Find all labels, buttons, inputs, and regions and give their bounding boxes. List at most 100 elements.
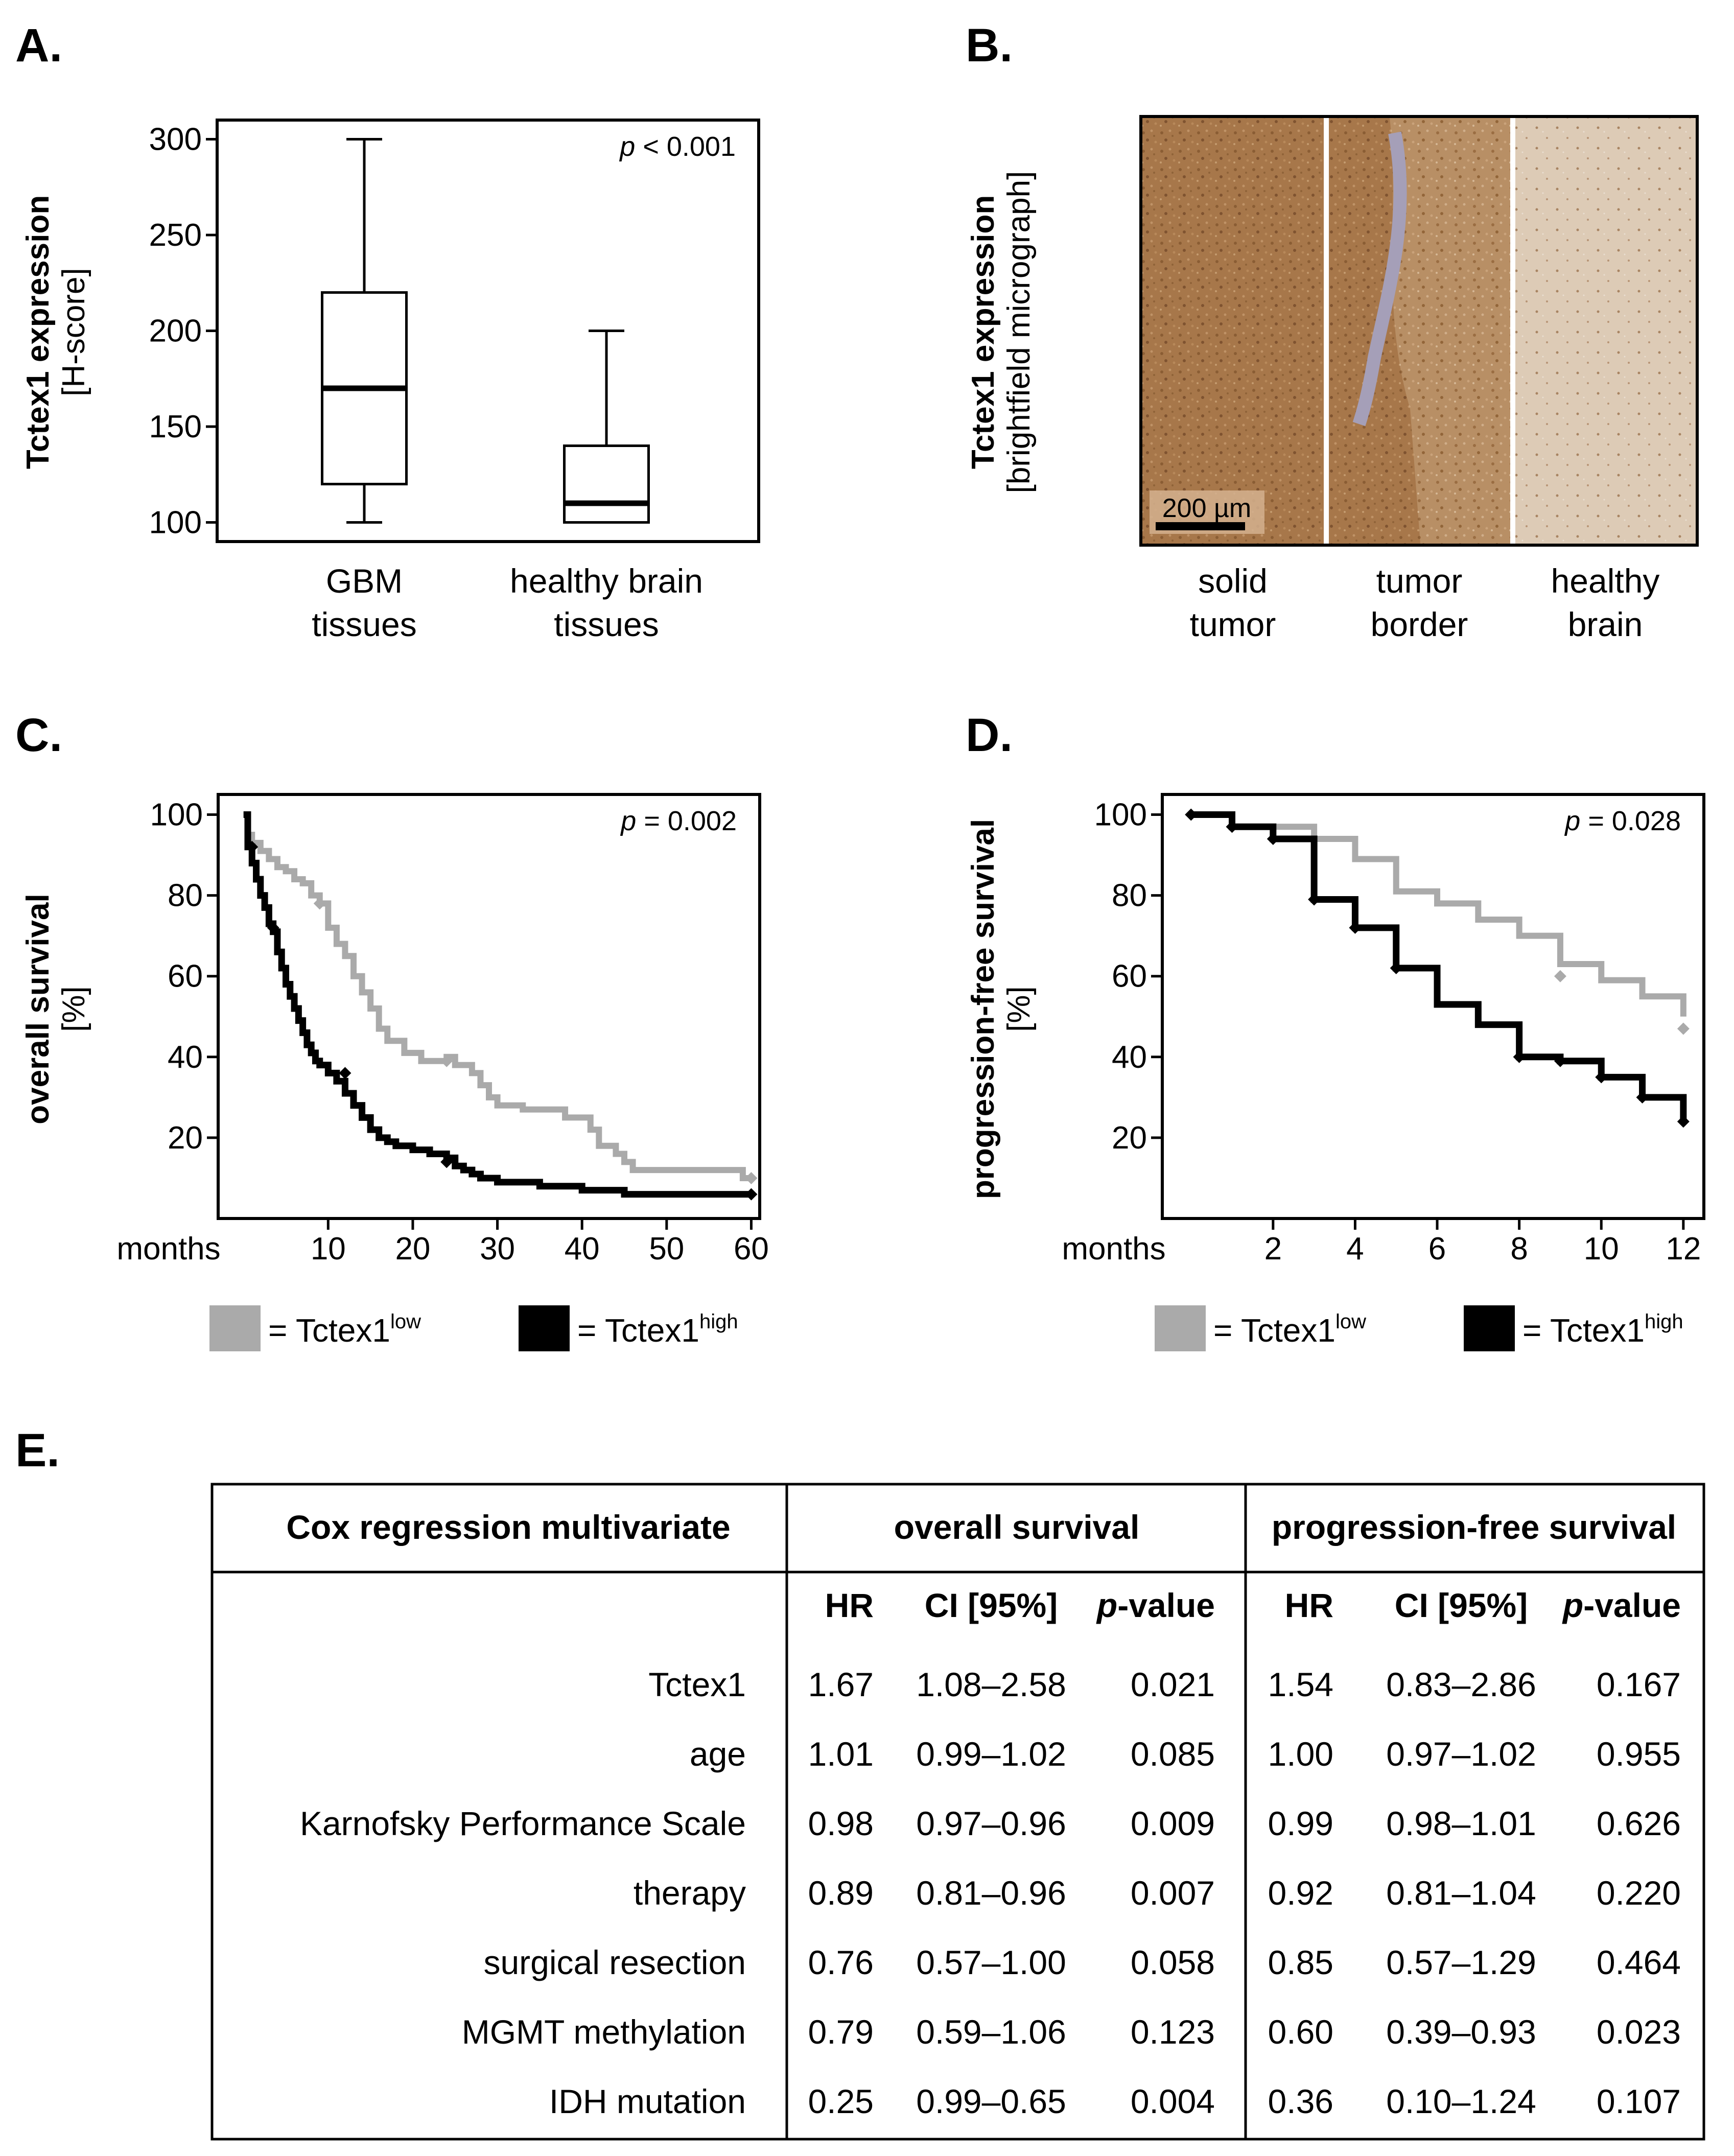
table-subheader-cell: p-value xyxy=(1562,1586,1681,1624)
censor-marker-high xyxy=(1513,1050,1526,1063)
legend-sup-high: high xyxy=(699,1310,738,1333)
legend-text-high: = Tctex1 xyxy=(577,1312,699,1349)
table-cell: 0.058 xyxy=(1131,1943,1215,1981)
region-label-border: border xyxy=(1371,605,1468,643)
legend-label-low: = Tctex1low xyxy=(1213,1310,1366,1349)
series-line-high xyxy=(1191,811,1687,1122)
survival-curves xyxy=(1185,808,1690,1128)
table-cell: 0.007 xyxy=(1131,1874,1215,1912)
x-axis-label: months xyxy=(1062,1231,1165,1267)
legend-label-high: = Tctex1high xyxy=(577,1310,738,1349)
legend-text-low: = Tctex1 xyxy=(1213,1312,1335,1349)
table-cell: 1.54 xyxy=(1268,1666,1333,1703)
table-cell: 1.00 xyxy=(1268,1735,1333,1773)
censor-marker-high xyxy=(1636,1091,1649,1104)
table-border xyxy=(210,1483,1705,2141)
y-tick-label: 40 xyxy=(1112,1040,1147,1075)
table-row-label: surgical resection xyxy=(483,1943,746,1981)
category-label-gbm-line2: tissues xyxy=(312,605,416,643)
table-cell: 0.60 xyxy=(1268,2013,1333,2051)
x-tick-label: 8 xyxy=(1510,1231,1528,1267)
series-line-low xyxy=(243,811,752,1181)
table-cell: 0.107 xyxy=(1597,2082,1681,2120)
series-line-high xyxy=(243,811,752,1198)
x-tick-label: 10 xyxy=(1584,1231,1619,1267)
table-body: HR CI [95%] p-value HR CI [95%] p-valueTctex1… xyxy=(300,1586,1681,2120)
y-axis-unit-label: [H-score] xyxy=(56,268,91,396)
survival-curves xyxy=(243,811,758,1201)
p-symbol: p xyxy=(620,806,636,836)
x-tick-label: 40 xyxy=(565,1231,600,1267)
table-row-label: therapy xyxy=(634,1874,746,1912)
table-cell: 1.01 xyxy=(808,1735,874,1773)
table-cell: 0.99 xyxy=(1268,1805,1333,1842)
table-subheader-cell: p-value xyxy=(1096,1586,1215,1624)
x-axis-label: months xyxy=(116,1231,220,1267)
y-axis-label: progression-free survival xyxy=(966,819,1001,1199)
table-subheader-cell: CI [95%] xyxy=(925,1586,1058,1624)
legend-label-low: = Tctex1low xyxy=(268,1310,421,1349)
legend-sup-low: low xyxy=(1335,1310,1366,1333)
p-value-annotation: p = 0.002 xyxy=(620,806,737,836)
table-cell: 0.57–1.00 xyxy=(916,1943,1066,1981)
y-tick-label: 60 xyxy=(1112,959,1147,994)
panel-letter-b: B. xyxy=(966,19,1013,72)
scale-bar xyxy=(1156,522,1245,530)
table-cell: 0.39–0.93 xyxy=(1386,2013,1536,2051)
table-cell: 0.10–1.24 xyxy=(1386,2082,1536,2120)
legend-text-high: = Tctex1 xyxy=(1522,1312,1645,1349)
panel-letter-d: D. xyxy=(966,709,1013,761)
x-tick-label: 2 xyxy=(1264,1231,1282,1267)
censor-marker-high xyxy=(1554,1054,1566,1067)
p-value-text: = 0.028 xyxy=(1580,806,1681,836)
x-tick-label: 20 xyxy=(395,1231,430,1267)
table-cell: 1.67 xyxy=(808,1666,874,1703)
table-row-label: Tctex1 xyxy=(648,1666,746,1703)
plot-frame xyxy=(217,793,761,1220)
table-cell: 0.81–1.04 xyxy=(1386,1874,1536,1912)
p-symbol: p xyxy=(619,131,635,162)
table-subheader-cell: HR xyxy=(825,1586,874,1624)
y-tick-label: 100 xyxy=(150,798,203,833)
legend-text-low: = Tctex1 xyxy=(268,1312,390,1349)
y-tick-label: 150 xyxy=(149,409,202,444)
legend-sup-high: high xyxy=(1645,1310,1683,1333)
p-value-annotation: p < 0.001 xyxy=(619,131,736,162)
region-label-healthy: healthy xyxy=(1551,562,1660,600)
x-tick-label: 12 xyxy=(1666,1231,1701,1267)
blood-vessel xyxy=(1352,131,1407,427)
scale-bar-label: 200 µm xyxy=(1162,494,1251,523)
table-header-progression-free-survival: progression-free survival xyxy=(1272,1508,1676,1546)
x-tick-label: 30 xyxy=(480,1231,515,1267)
micrograph-healthy-brain xyxy=(1515,118,1696,544)
table-cell: 0.464 xyxy=(1597,1943,1681,1981)
panel-letter-a: A. xyxy=(15,19,62,72)
y-tick-label: 80 xyxy=(1112,878,1147,913)
micrograph-y-label: Tctex1 expression xyxy=(966,195,1001,469)
censor-marker-low xyxy=(313,897,326,910)
panel-letter-c: C. xyxy=(15,709,62,761)
table-cell: 0.99–0.65 xyxy=(916,2082,1066,2120)
x-tick-label: 6 xyxy=(1428,1231,1446,1267)
table-cell: 0.626 xyxy=(1597,1805,1681,1842)
y-tick-label: 100 xyxy=(1094,798,1147,833)
p-symbol: p xyxy=(1562,1586,1583,1624)
y-tick-label: 100 xyxy=(149,505,202,541)
region-label-tumor-2: tumor xyxy=(1376,562,1463,600)
table-cell: 0.955 xyxy=(1597,1735,1681,1773)
y-tick-label: 250 xyxy=(149,218,202,253)
y-axis-ticks: 100 150 200 250 300 xyxy=(149,122,217,541)
p-symbol: p xyxy=(1096,1586,1117,1624)
table-cell: 0.004 xyxy=(1131,2082,1215,2120)
legend-swatch-low xyxy=(1155,1305,1206,1351)
table-cell: 0.009 xyxy=(1131,1805,1215,1842)
censor-marker-high xyxy=(246,840,259,853)
micrograph-divider-2 xyxy=(1510,118,1515,544)
micrograph-divider-1 xyxy=(1324,118,1329,544)
region-label-brain: brain xyxy=(1568,605,1643,643)
y-tick-label: 300 xyxy=(149,122,202,157)
overall-survival-chart: 20 40 60 80 100 10 20 30 40 50 60 p = 0.002 overal… xyxy=(20,793,769,1351)
progression-free-survival-chart: 20 40 60 80 100 2 4 6 8 10 12 p = 0.028 progressio… xyxy=(966,793,1705,1351)
censor-marker-high xyxy=(1308,893,1321,906)
